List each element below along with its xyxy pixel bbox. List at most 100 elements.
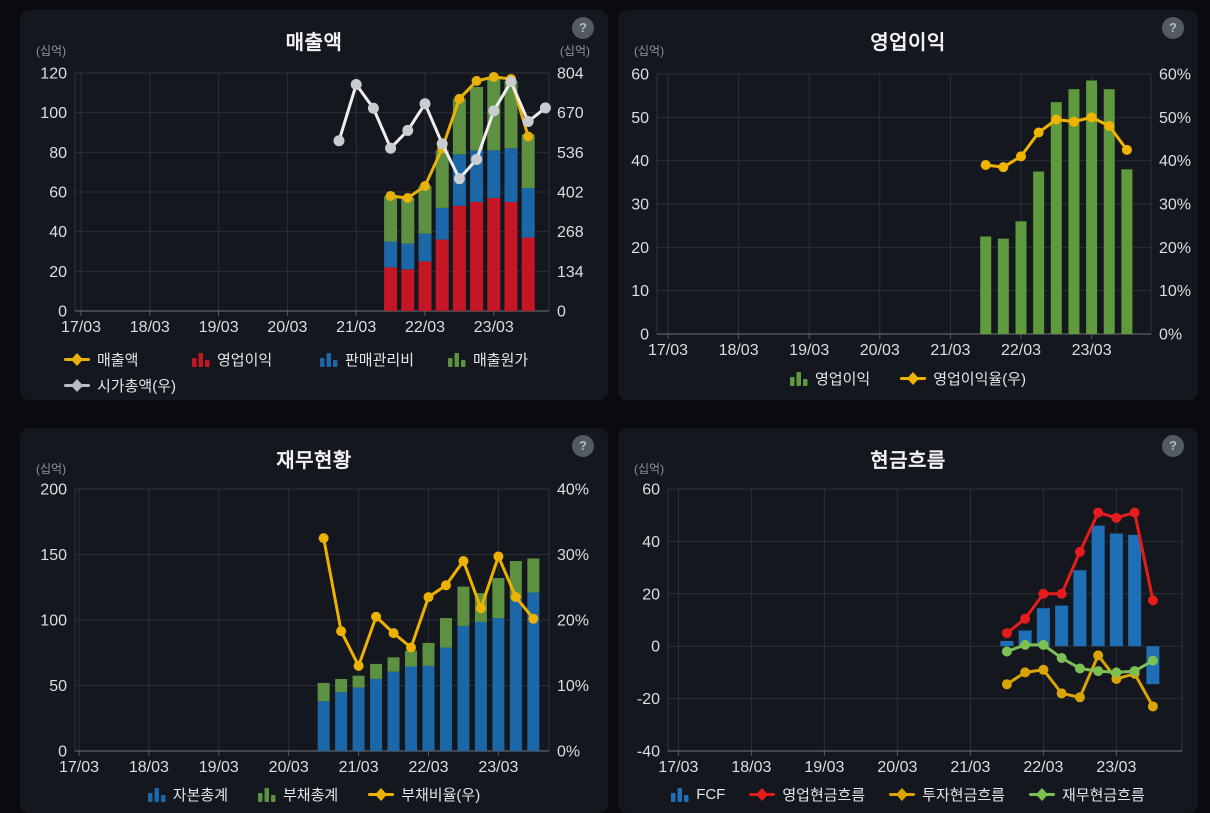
legend-item-영업현금흐름[interactable]: 영업현금흐름 bbox=[749, 784, 865, 805]
x-axis-tick: 20/03 bbox=[877, 759, 917, 776]
right-axis-tick: 268 bbox=[557, 224, 584, 241]
panel-operating-profit: 영업이익 (십억) ? 0 0% 10 10% 20 20% 30 30% 40 40% 50 50%… bbox=[618, 10, 1198, 400]
left-axis-tick: 150 bbox=[40, 547, 67, 564]
cash-chart-canvas: -40 -20 0 20 40 60 17/03 18/03 19/03 20/03 21/03 22… bbox=[637, 482, 1183, 776]
line-series-부채비율(우) bbox=[318, 533, 539, 671]
line-series-영업이익율(우) bbox=[980, 112, 1132, 173]
legend-item-FCF[interactable]: FCF bbox=[671, 786, 725, 803]
right-axis-tick: 10% bbox=[1159, 283, 1191, 300]
legend-label: 투자현금흐름 bbox=[922, 787, 1005, 804]
legend-item-영업이익[interactable]: 영업이익 bbox=[192, 349, 320, 370]
x-axis-tick: 18/03 bbox=[129, 759, 169, 776]
legend-label: 영업이익 bbox=[217, 351, 273, 369]
right-axis-tick: 40% bbox=[557, 482, 589, 499]
gridlines: 0 0% 50 10% 100 20% 150 30% 200 40% 17/03 18/03 19/0… bbox=[40, 482, 589, 777]
left-axis-tick: 20 bbox=[631, 240, 649, 257]
line-series-시가총액(우) bbox=[333, 76, 551, 185]
left-axis-tick: 40 bbox=[631, 153, 649, 170]
right-axis-tick: 804 bbox=[557, 66, 584, 83]
legend-label: FCF bbox=[696, 786, 726, 803]
help-icon[interactable]: ? bbox=[1162, 17, 1184, 39]
left-axis-tick: 50 bbox=[49, 678, 67, 695]
x-axis-tick: 21/03 bbox=[950, 759, 990, 776]
help-icon[interactable]: ? bbox=[1162, 435, 1184, 457]
help-icon[interactable]: ? bbox=[572, 17, 594, 39]
x-axis-tick: 18/03 bbox=[130, 319, 170, 336]
x-axis-tick: 23/03 bbox=[1072, 342, 1112, 359]
legend-item-판매관리비[interactable]: 판매관리비 bbox=[320, 349, 448, 370]
bar-series-매출원가 bbox=[384, 78, 535, 244]
right-axis-tick: 20% bbox=[557, 613, 589, 630]
line-series-영업현금흐름 bbox=[1001, 507, 1158, 639]
x-axis-tick: 21/03 bbox=[339, 759, 379, 776]
help-icon[interactable]: ? bbox=[572, 435, 594, 457]
x-axis-tick: 19/03 bbox=[804, 759, 844, 776]
legend-item-부채총계[interactable]: 부채총계 bbox=[258, 784, 338, 805]
profit-legend: 영업이익 영업이익율(우) bbox=[618, 368, 1198, 389]
legend-item-재무현금흐름[interactable]: 재무현금흐름 bbox=[1028, 784, 1145, 805]
x-axis-tick: 17/03 bbox=[658, 759, 698, 776]
left-axis-tick: 0 bbox=[640, 327, 649, 344]
left-axis-tick: 0 bbox=[58, 304, 67, 321]
bar-icon bbox=[448, 352, 466, 367]
bar-icon bbox=[147, 788, 166, 802]
line-icon bbox=[368, 788, 395, 801]
left-axis-tick: 10 bbox=[631, 283, 649, 300]
x-axis-tick: 21/03 bbox=[930, 342, 970, 359]
line-icon bbox=[889, 788, 916, 801]
legend-item-매출원가[interactable]: 매출원가 bbox=[448, 349, 528, 370]
panel-financial-status: 재무현황 (십억) ? 0 0% 50 10% 100 20% 150 30% 200 40% 17… bbox=[20, 428, 608, 813]
line-icon bbox=[1028, 788, 1055, 801]
line-series-투자현금흐름 bbox=[1001, 650, 1158, 712]
left-axis-tick: 60 bbox=[642, 482, 660, 499]
x-axis-tick: 19/03 bbox=[789, 342, 829, 359]
legend-item-영업이익율(우)[interactable]: 영업이익율(우) bbox=[900, 368, 1026, 389]
left-axis-tick: 80 bbox=[49, 145, 67, 162]
left-axis-tick: 30 bbox=[631, 197, 649, 214]
x-axis-tick: 18/03 bbox=[719, 342, 759, 359]
bar-icon bbox=[671, 788, 689, 802]
right-axis-tick: 402 bbox=[557, 185, 584, 202]
left-axis-tick: 120 bbox=[40, 66, 67, 83]
bar-series-영업이익 bbox=[384, 197, 535, 311]
x-axis-tick: 23/03 bbox=[478, 759, 518, 776]
right-axis-tick: 670 bbox=[557, 105, 584, 122]
line-icon bbox=[64, 378, 90, 392]
finance-legend: 자본총계 부채총계 부채비율(우) bbox=[20, 784, 608, 805]
right-axis-tick: 0% bbox=[557, 744, 580, 761]
x-axis-tick: 23/03 bbox=[474, 319, 514, 336]
legend-label: 부채총계 bbox=[283, 787, 339, 804]
bar-icon bbox=[320, 352, 338, 367]
left-axis-tick: 200 bbox=[40, 482, 67, 499]
bar-icon bbox=[192, 352, 210, 367]
chart-title: 현금흐름 bbox=[870, 450, 946, 472]
right-axis-tick: 60% bbox=[1159, 67, 1191, 84]
right-axis-tick: 0 bbox=[557, 304, 566, 321]
legend-item-영업이익[interactable]: 영업이익 bbox=[790, 368, 870, 389]
legend-label: 영업이익 bbox=[815, 371, 871, 388]
x-axis-tick: 20/03 bbox=[267, 319, 307, 336]
legend-item-자본총계[interactable]: 자본총계 bbox=[147, 784, 228, 805]
x-axis-tick: 17/03 bbox=[648, 342, 688, 359]
line-icon bbox=[900, 372, 927, 385]
x-axis-tick: 19/03 bbox=[199, 319, 239, 336]
legend-item-투자현금흐름[interactable]: 투자현금흐름 bbox=[889, 784, 1005, 805]
finance-chart-canvas: 0 0% 50 10% 100 20% 150 30% 200 40% 17/03 18/03 19/0… bbox=[40, 482, 589, 777]
left-axis-tick: 20 bbox=[49, 264, 67, 281]
left-axis-tick: 60 bbox=[49, 185, 67, 202]
left-axis-tick: 40 bbox=[642, 534, 660, 551]
gridlines: 0 0% 10 10% 20 20% 30 30% 40 40% 50 50% 60 60% 17/03 18… bbox=[631, 67, 1191, 360]
left-axis-tick: 20 bbox=[642, 586, 660, 603]
legend-item-부채비율(우)[interactable]: 부채비율(우) bbox=[368, 784, 480, 805]
unit-left-label: (십억) bbox=[36, 44, 67, 58]
right-axis-tick: 30% bbox=[1159, 197, 1191, 214]
legend-item-시가총액(우)[interactable]: 시가총액(우) bbox=[64, 375, 176, 396]
bar-series-부채총계 bbox=[317, 558, 540, 702]
chart-title: 매출액 bbox=[285, 32, 343, 54]
left-axis-tick: -40 bbox=[637, 744, 660, 761]
right-axis-tick: 134 bbox=[557, 264, 584, 281]
legend-label: 영업현금흐름 bbox=[782, 787, 866, 804]
legend-item-매출액[interactable]: 매출액 bbox=[64, 349, 192, 370]
